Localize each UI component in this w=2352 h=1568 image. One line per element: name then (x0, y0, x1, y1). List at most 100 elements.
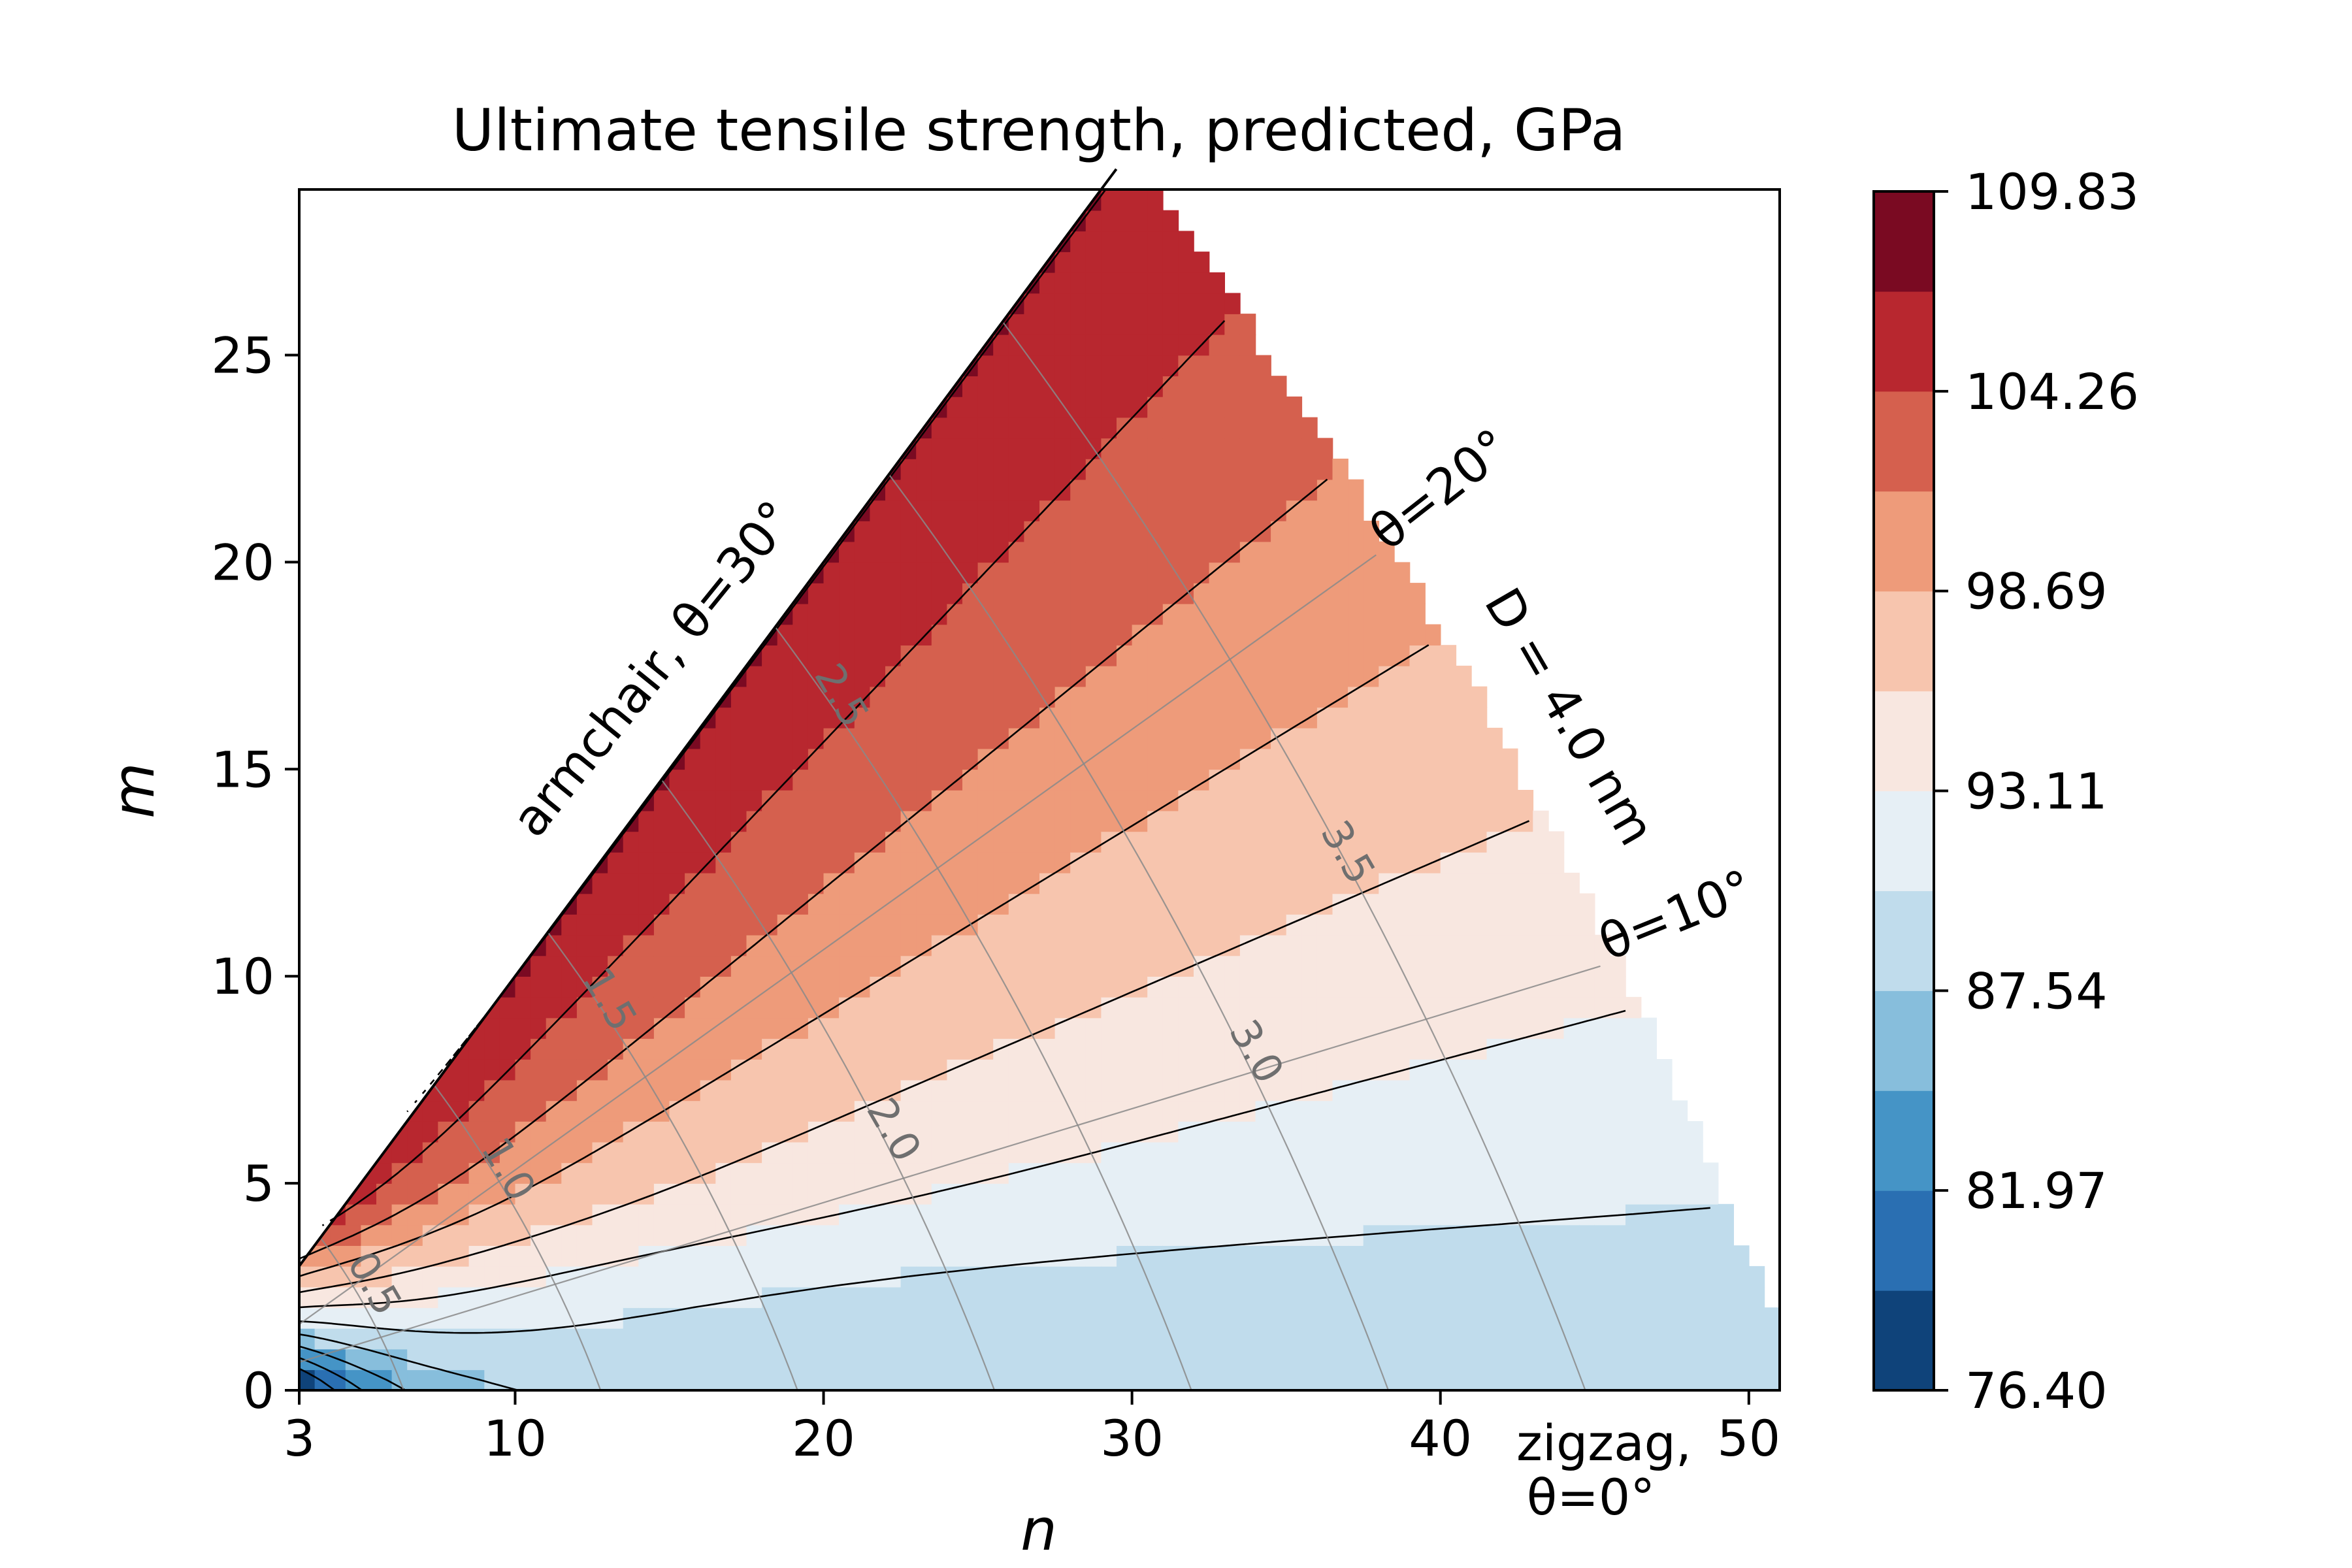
band-cell-8 (592, 1121, 608, 1143)
band-cell-5 (1440, 1203, 1457, 1226)
band-cell-8 (1209, 583, 1225, 604)
band-cell-9 (1008, 583, 1025, 604)
band-cell-5 (484, 1307, 500, 1329)
band-cell-4 (1671, 1328, 1688, 1350)
band-cell-4 (854, 1307, 871, 1329)
band-cell-9 (1101, 603, 1117, 625)
band-cell-6 (1255, 1017, 1271, 1039)
band-cell-7 (1440, 810, 1457, 832)
band-cell-9 (1070, 541, 1086, 563)
band-cell-9 (1132, 459, 1148, 480)
band-cell-5 (1594, 1079, 1611, 1102)
band-cell-6 (1194, 1059, 1210, 1081)
band-cell-5 (1394, 1183, 1411, 1205)
band-cell-9 (1085, 500, 1102, 521)
band-cell-9 (1085, 645, 1102, 666)
band-cell-5 (1178, 1141, 1194, 1164)
band-cell-4 (1224, 1328, 1241, 1350)
band-cell-6 (900, 1162, 917, 1184)
band-cell-6 (1486, 955, 1503, 977)
band-cell-4 (1394, 1224, 1411, 1246)
band-cell-4 (1239, 1348, 1256, 1371)
band-cell-4 (1563, 1266, 1580, 1288)
band-cell-4 (1348, 1307, 1364, 1329)
band-cell-5 (1024, 1224, 1040, 1246)
band-cell-10 (1101, 252, 1117, 273)
band-cell-8 (1070, 707, 1086, 728)
band-cell-7 (1440, 645, 1457, 666)
band-cell-8 (870, 914, 886, 936)
x-tick-label: 50 (1717, 1409, 1780, 1467)
band-cell-9 (1024, 624, 1040, 645)
band-cell-6 (993, 1141, 1009, 1164)
band-cell-8 (715, 1059, 732, 1081)
band-cell-7 (1085, 872, 1102, 894)
band-cell-6 (792, 1162, 809, 1184)
band-cell-7 (1456, 707, 1472, 728)
band-cell-4 (1224, 1245, 1241, 1267)
band-cell-9 (777, 831, 794, 853)
band-cell-8 (1425, 624, 1441, 645)
band-cell-5 (1348, 1162, 1364, 1184)
band-cell-4 (1456, 1369, 1472, 1390)
band-cell-9 (962, 748, 979, 770)
band-cell-8 (1409, 624, 1426, 645)
band-cell-5 (1425, 1203, 1441, 1226)
band-cell-8 (1085, 748, 1102, 770)
band-cell-10 (777, 624, 794, 645)
band-cell-5 (1579, 1141, 1595, 1164)
band-cell-9 (1054, 624, 1071, 645)
band-cell-9 (1132, 479, 1148, 501)
band-cell-9 (592, 1017, 608, 1039)
band-cell-7 (977, 976, 994, 998)
band-cell-7 (792, 1079, 809, 1102)
band-cell-9 (854, 707, 871, 728)
band-cell-8 (1054, 810, 1071, 832)
band-cell-4 (1101, 1266, 1117, 1288)
band-cell-4 (1162, 1286, 1179, 1309)
band-cell-9 (1178, 479, 1194, 501)
band-cell-8 (1024, 852, 1040, 874)
band-cell-9 (546, 1079, 563, 1102)
band-cell-4 (792, 1328, 809, 1350)
band-cell-10 (916, 479, 932, 501)
band-cell-8 (700, 996, 717, 1019)
band-cell-7 (1070, 934, 1086, 956)
band-cell-6 (1486, 976, 1503, 998)
band-cell-7 (1409, 852, 1426, 874)
band-cell-6 (823, 1141, 840, 1164)
band-cell-8 (1286, 665, 1303, 687)
band-cell-4 (1687, 1369, 1703, 1390)
band-cell-4 (484, 1369, 500, 1390)
band-cell-10 (730, 686, 747, 708)
band-cell-5 (1224, 1121, 1241, 1143)
band-cell-7 (1101, 976, 1117, 998)
band-cell-4 (1656, 1328, 1673, 1350)
band-cell-7 (1316, 748, 1333, 770)
band-cell-5 (1239, 1203, 1256, 1226)
band-cell-5 (1656, 1141, 1673, 1164)
band-cell-7 (1008, 1017, 1025, 1039)
band-cell-5 (1008, 1245, 1025, 1267)
band-cell-5 (1286, 1224, 1303, 1246)
band-cell-4 (1255, 1286, 1271, 1309)
band-cell-4 (977, 1307, 994, 1329)
band-cell-9 (1194, 438, 1210, 459)
band-cell-8 (1332, 521, 1348, 542)
band-cell-5 (1440, 1121, 1457, 1143)
band-cell-8 (1301, 624, 1318, 645)
band-cell-7 (1425, 831, 1441, 853)
band-cell-5 (1209, 1121, 1225, 1143)
band-cell-10 (700, 748, 717, 770)
band-cell-4 (499, 1348, 516, 1371)
band-cell-10 (608, 934, 624, 956)
band-cell-10 (1085, 231, 1102, 252)
band-cell-4 (1548, 1328, 1565, 1350)
band-cell-10 (700, 810, 717, 832)
band-cell-10 (561, 914, 578, 936)
band-cell-8 (1039, 769, 1056, 791)
band-cell-5 (746, 1245, 762, 1267)
band-cell-4 (854, 1286, 871, 1309)
band-cell-8 (576, 1100, 593, 1122)
